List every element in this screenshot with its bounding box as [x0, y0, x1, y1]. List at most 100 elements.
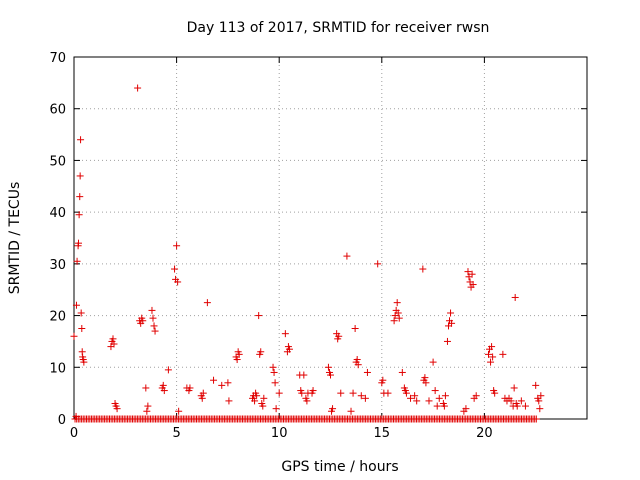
data-point — [343, 252, 351, 260]
axis-ticks — [73, 56, 587, 420]
data-point — [139, 317, 147, 325]
data-point — [472, 392, 480, 400]
data-point — [440, 402, 448, 410]
y-tick-labels: 0 10 20 30 40 50 60 70 — [49, 51, 66, 428]
data-point — [324, 363, 332, 371]
data-point — [402, 389, 410, 397]
data-point — [143, 407, 151, 415]
data-point — [257, 348, 265, 356]
data-point — [537, 392, 545, 400]
data-point — [335, 332, 343, 340]
x-tick-label: 5 — [172, 426, 180, 441]
data-point — [210, 376, 218, 384]
data-point — [411, 392, 419, 400]
data-point — [349, 389, 357, 397]
data-point — [536, 405, 544, 413]
data-point — [433, 402, 441, 410]
data-point — [77, 309, 85, 317]
data-point — [149, 314, 157, 322]
data-point — [374, 260, 382, 268]
data-point — [78, 325, 86, 332]
data-point — [113, 405, 121, 413]
data-point — [144, 402, 152, 410]
data-point — [517, 397, 525, 405]
data-point — [160, 387, 168, 395]
data-point — [77, 136, 85, 144]
y-tick-label: 10 — [49, 361, 66, 376]
y-tick-label: 70 — [49, 51, 66, 66]
data-point — [171, 265, 179, 273]
data-point — [489, 353, 497, 361]
data-point — [487, 358, 495, 366]
data-point — [443, 337, 451, 345]
y-tick-label: 30 — [49, 258, 66, 273]
data-point — [351, 325, 359, 332]
data-point — [80, 358, 88, 366]
data-point — [510, 384, 518, 392]
data-point — [513, 402, 521, 410]
data-point — [354, 361, 362, 369]
data-point — [347, 407, 355, 415]
data-point — [379, 376, 387, 384]
data-point — [285, 345, 293, 353]
data-point — [255, 312, 263, 320]
data-point — [407, 394, 415, 402]
data-point — [272, 405, 280, 413]
x-tick-label: 15 — [374, 426, 391, 441]
data-point — [109, 335, 117, 343]
data-point — [398, 368, 406, 376]
data-point — [521, 402, 529, 410]
data-point — [468, 270, 476, 278]
data-point — [175, 407, 183, 415]
data-point — [151, 327, 159, 335]
data-point — [271, 379, 279, 387]
grid — [74, 57, 587, 419]
data-point — [73, 257, 81, 265]
data-point — [253, 392, 261, 400]
y-tick-label: 20 — [49, 310, 66, 325]
data-point — [259, 402, 267, 410]
data-point — [75, 239, 83, 247]
data-point — [488, 343, 496, 351]
data-point — [174, 278, 182, 286]
data-point — [70, 332, 78, 340]
y-tick-label: 50 — [49, 154, 66, 169]
data-point — [511, 293, 519, 301]
data-point — [485, 350, 493, 358]
data-point — [393, 299, 401, 307]
data-point — [198, 394, 206, 402]
data-point — [447, 309, 455, 317]
baseline-point — [532, 415, 540, 423]
data-point — [76, 193, 84, 201]
data-point — [218, 381, 226, 389]
data-point — [441, 392, 449, 400]
data-point — [419, 265, 427, 273]
data-point — [148, 306, 156, 314]
plot-frame — [73, 56, 588, 420]
data-point — [275, 389, 283, 397]
data-point — [270, 368, 278, 376]
data-point — [431, 387, 439, 395]
data-point — [363, 368, 371, 376]
data-point — [298, 389, 306, 397]
data-point — [491, 389, 499, 397]
data-point — [469, 281, 477, 289]
data-point — [422, 379, 430, 387]
data-point — [235, 350, 243, 358]
data-point — [72, 412, 80, 420]
data-point — [357, 392, 365, 400]
y-axis-label: SRMTID / TECUs — [7, 182, 23, 295]
data-point — [390, 317, 398, 325]
chart-title: Day 113 of 2017, SRMTID for receiver rws… — [187, 20, 490, 36]
data-point — [429, 358, 437, 366]
data-point — [421, 374, 429, 382]
data-point — [134, 84, 142, 92]
data-point — [260, 394, 268, 402]
x-tick-labels: 0 5 10 15 20 — [70, 426, 493, 441]
data-point — [164, 366, 172, 374]
data-point — [425, 397, 433, 405]
data-point — [173, 242, 181, 250]
x-axis-label: GPS time / hours — [281, 459, 398, 475]
data-point — [150, 322, 158, 330]
